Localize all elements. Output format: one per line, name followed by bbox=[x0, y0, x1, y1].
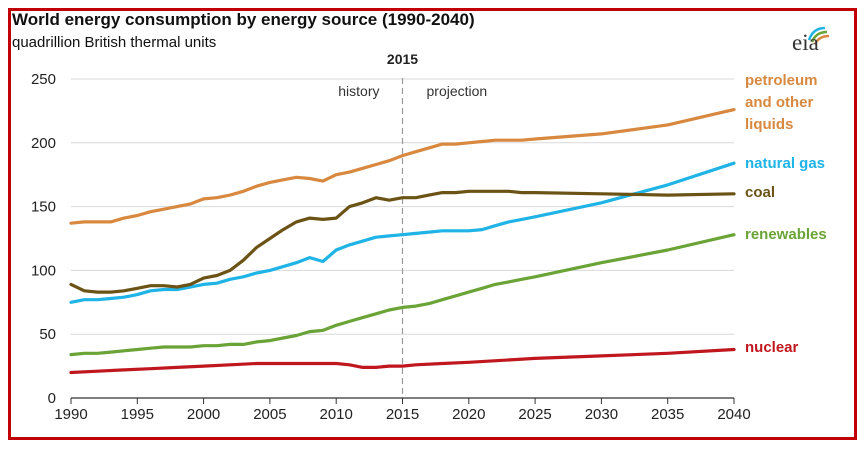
series bbox=[69, 108, 736, 375]
x-tick-label-1990: 1990 bbox=[54, 406, 87, 423]
y-tick-label-150: 150 bbox=[31, 199, 56, 216]
x-tick-label-2015: 2015 bbox=[386, 406, 419, 423]
x-tick-label-2030: 2030 bbox=[585, 406, 618, 423]
y-tick-label-250: 250 bbox=[31, 71, 56, 88]
series-label-nuclear-0: nuclear bbox=[745, 339, 799, 356]
chart-subtitle: quadrillion British thermal units bbox=[12, 34, 217, 51]
axes: 0 50 100 150 200 250 1990 1995 2000 2005 2010 2015 2… bbox=[31, 71, 751, 423]
y-tick-label-100: 100 bbox=[31, 262, 56, 279]
divider-year-label: 2015 bbox=[387, 51, 418, 67]
eia-logo-text: eia bbox=[792, 30, 819, 55]
series-line-nuclear bbox=[69, 347, 736, 375]
eia-logo-icon bbox=[807, 26, 830, 45]
y-tick-label-200: 200 bbox=[31, 135, 56, 152]
chart-title: World energy consumption by energy sourc… bbox=[12, 10, 475, 29]
series-line-petroleum-and-other-liquids bbox=[69, 108, 736, 225]
x-tick-label-1995: 1995 bbox=[121, 406, 154, 423]
series-labels: petroleum and other liquids natural gas coal… bbox=[745, 72, 827, 356]
projection-label: projection bbox=[427, 83, 488, 99]
x-tick-label-2025: 2025 bbox=[518, 406, 551, 423]
series-label-petroleum-and-other-liquids-0: petroleum bbox=[745, 72, 818, 89]
x-tick-label-2005: 2005 bbox=[253, 406, 286, 423]
series-line-natural-gas bbox=[69, 161, 736, 304]
y-tick-label-50: 50 bbox=[39, 326, 56, 343]
series-label-coal-0: coal bbox=[745, 184, 775, 201]
series-label-renewables-0: renewables bbox=[745, 226, 827, 243]
history-label: history bbox=[338, 83, 379, 99]
series-line-renewables bbox=[69, 233, 736, 357]
series-label-petroleum-and-other-liquids-2: liquids bbox=[745, 116, 793, 133]
x-tick-label-2000: 2000 bbox=[187, 406, 220, 423]
y-tick-label-0: 0 bbox=[48, 390, 56, 407]
x-tick-label-2040: 2040 bbox=[717, 406, 750, 423]
series-line-coal bbox=[69, 189, 736, 294]
x-tick-label-2035: 2035 bbox=[651, 406, 684, 423]
x-tick-label-2020: 2020 bbox=[452, 406, 485, 423]
series-label-natural-gas-0: natural gas bbox=[745, 155, 825, 172]
divider: 2015 history projection bbox=[338, 51, 487, 398]
series-label-petroleum-and-other-liquids-1: and other bbox=[745, 94, 813, 111]
x-tick-label-2010: 2010 bbox=[320, 406, 353, 423]
